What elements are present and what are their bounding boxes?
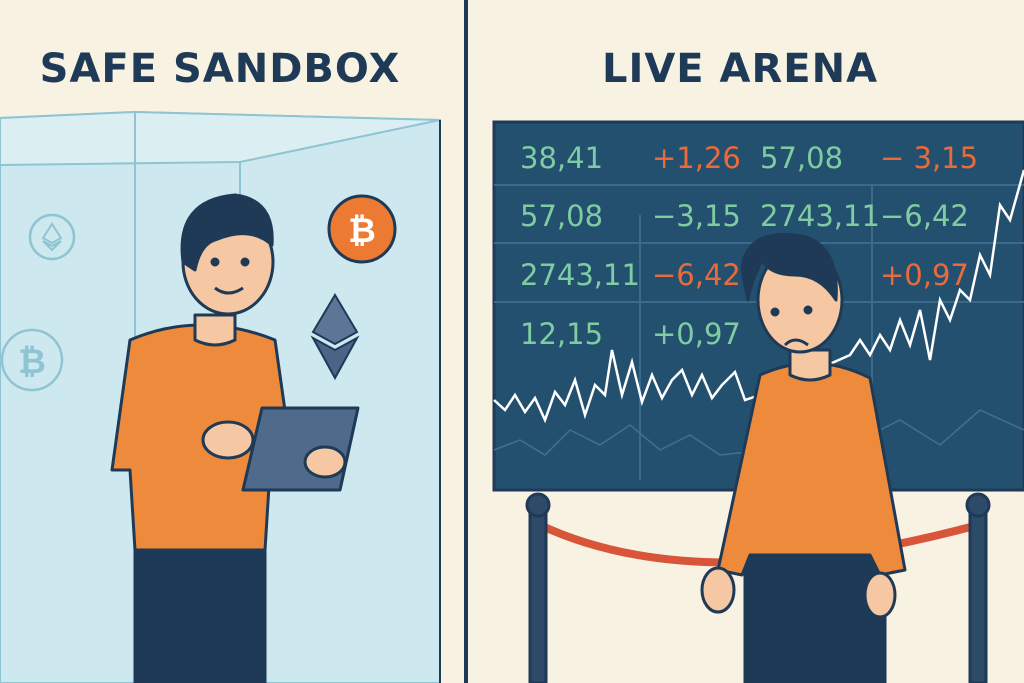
ticker-value: − 3,15 <box>880 141 978 175</box>
svg-text:₿: ₿ <box>348 211 376 251</box>
calm-person <box>110 193 360 683</box>
ticker-value: −6,42 <box>652 258 741 292</box>
ticker-value: 2743,11 <box>760 199 880 233</box>
svg-text:₿: ₿ <box>18 342 46 382</box>
ticker-value: −6,42 <box>880 199 969 233</box>
tablet <box>241 406 360 492</box>
bitcoin-coin-icon: ₿ <box>327 194 397 264</box>
ticker-value: 57,08 <box>520 199 603 233</box>
ticker-value: 2743,11 <box>520 258 640 292</box>
ticker-value: 12,15 <box>520 317 603 351</box>
ticker-value: −3,15 <box>652 199 741 233</box>
ticker-value: +0,97 <box>652 317 741 351</box>
bitcoin-coin-icon: ₿ <box>0 328 64 392</box>
worried-person <box>700 232 907 683</box>
ethereum-diamond-icon <box>310 293 360 381</box>
right-title: LIVE ARENA <box>602 46 878 92</box>
ticker-value: 38,41 <box>520 141 603 175</box>
ticker-value: +0,97 <box>880 258 969 292</box>
ticker-value: +1,26 <box>652 141 741 175</box>
price-chart-line <box>493 169 1024 424</box>
ethereum-coin-icon <box>28 213 76 261</box>
left-title: SAFE SANDBOX <box>40 46 401 92</box>
ticker-value: 57,08 <box>760 141 843 175</box>
panel-divider <box>464 0 468 683</box>
